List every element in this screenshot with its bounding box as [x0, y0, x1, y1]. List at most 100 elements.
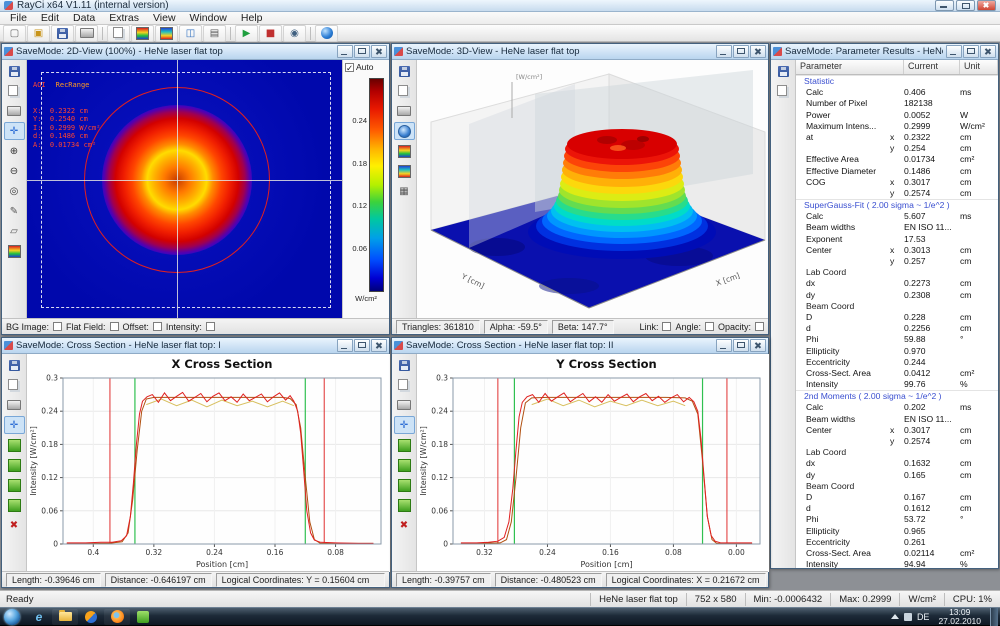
param-row[interactable]: Intensity94.94% [796, 559, 998, 568]
param-row[interactable]: Calc5.607ms [796, 211, 998, 222]
save-icon[interactable] [4, 62, 25, 80]
copy-icon[interactable] [394, 82, 415, 100]
zoom-reset-icon[interactable]: ◎ [4, 182, 25, 200]
param-section-header[interactable]: Statistic [796, 75, 998, 87]
crossy-minimize-button[interactable] [716, 339, 732, 352]
param-row[interactable]: Exponent17.53 [796, 234, 998, 245]
param-group-header[interactable]: Beam Coord [796, 481, 998, 492]
measure-icon[interactable]: ▱ [4, 222, 25, 240]
2d-close-button[interactable] [371, 45, 387, 58]
camera-icon[interactable]: ◉ [283, 25, 306, 42]
print-icon[interactable] [4, 102, 25, 120]
param-row[interactable]: Beam widthsEN ISO 11... [796, 222, 998, 233]
param-row[interactable]: Intensity99.76% [796, 379, 998, 390]
crossx-maximize-button[interactable] [354, 339, 370, 352]
intensity-checkbox[interactable] [206, 322, 215, 331]
link-checkbox[interactable] [662, 322, 671, 331]
param-row[interactable]: y0.257cm [796, 256, 998, 267]
maximize-button[interactable] [956, 0, 975, 11]
print-icon[interactable] [394, 102, 415, 120]
3d-view-icon[interactable] [155, 25, 178, 42]
param-row[interactable]: D0.167cm [796, 492, 998, 503]
marker-d-icon[interactable] [394, 496, 415, 514]
copy-icon[interactable] [4, 376, 25, 394]
start-orb-icon[interactable] [4, 609, 20, 625]
param-row[interactable]: Centerx0.3017cm [796, 425, 998, 436]
crosshair-horizontal[interactable] [27, 180, 342, 181]
2d-minimize-button[interactable] [337, 45, 353, 58]
param-row[interactable]: Phi53.72° [796, 514, 998, 525]
start-capture-icon[interactable]: ▶ [235, 25, 258, 42]
opacity-checkbox[interactable] [755, 322, 764, 331]
param-section-header[interactable]: SuperGauss-Fit ( 2.00 sigma ~ 1/e^2 ) [796, 199, 998, 211]
crossy-close-button[interactable] [750, 339, 766, 352]
column-current[interactable]: Current [904, 60, 960, 74]
param-row[interactable]: Phi59.88° [796, 334, 998, 345]
param-row[interactable]: y0.254cm [796, 143, 998, 154]
param-row[interactable]: Power0.0052W [796, 110, 998, 121]
crossx-title-bar[interactable]: SaveMode: Cross Section - HeNe laser fla… [2, 338, 389, 354]
param-group-header[interactable]: Lab Coord [796, 267, 998, 278]
taskbar-clock[interactable]: 13:09 27.02.2010 [934, 608, 985, 626]
print-icon[interactable] [394, 396, 415, 414]
copy-icon[interactable] [773, 82, 794, 100]
3d-maximize-button[interactable] [733, 45, 749, 58]
2d-beam-image[interactable]: AOIRecRange X: 0.2322 cmY: 0.2540 cmI: 0… [27, 60, 342, 318]
firefox-icon[interactable] [104, 609, 130, 625]
param-row[interactable]: Maximum Intens...0.2999W/cm² [796, 121, 998, 132]
menu-edit[interactable]: Edit [34, 12, 66, 25]
draw-icon[interactable]: ✎ [4, 202, 25, 220]
3d-close-button[interactable] [750, 45, 766, 58]
show-desktop-button[interactable] [990, 608, 998, 626]
tray-status-icon[interactable] [904, 613, 912, 621]
2d-view-icon[interactable] [131, 25, 154, 42]
marker-a-icon[interactable] [4, 436, 25, 454]
stop-capture-icon[interactable]: ■ [259, 25, 282, 42]
param-row[interactable]: Effective Diameter0.1486cm [796, 166, 998, 177]
tray-expand-icon[interactable] [891, 614, 899, 619]
param-row[interactable]: Cross-Sect. Area0.0412cm² [796, 368, 998, 379]
param-row[interactable]: Eccentricity0.261 [796, 537, 998, 548]
wireframe-icon[interactable]: ▦ [394, 182, 415, 200]
param-row[interactable]: dx0.1632cm [796, 458, 998, 469]
param-section-header[interactable]: 2nd Moments ( 2.00 sigma ~ 1/e^2 ) [796, 390, 998, 402]
param-row[interactable]: Ellipticity0.970 [796, 346, 998, 357]
param-maximize-button[interactable] [963, 45, 979, 58]
pan-cross-icon[interactable]: ✛ [394, 416, 415, 434]
param-row[interactable]: COGx0.3017cm [796, 177, 998, 188]
print-icon[interactable] [4, 396, 25, 414]
param-row[interactable]: Centerx0.3013cm [796, 245, 998, 256]
param-row[interactable]: Ellipticity0.965 [796, 526, 998, 537]
marker-a-icon[interactable] [394, 436, 415, 454]
marker-c-icon[interactable] [4, 476, 25, 494]
view-rotate-icon[interactable] [394, 122, 415, 140]
2d-maximize-button[interactable] [354, 45, 370, 58]
param-row[interactable]: dx0.2273cm [796, 278, 998, 289]
texture-icon[interactable] [394, 162, 415, 180]
marker-c-icon[interactable] [394, 476, 415, 494]
save-icon[interactable] [4, 356, 25, 374]
marker-b-icon[interactable] [394, 456, 415, 474]
colormap-icon[interactable] [4, 242, 25, 260]
param-group-header[interactable]: Lab Coord [796, 447, 998, 458]
param-minimize-button[interactable] [946, 45, 962, 58]
menu-data[interactable]: Data [66, 12, 102, 25]
rayci-taskbar-icon[interactable] [130, 609, 156, 625]
parameter-results-icon[interactable]: ▤ [203, 25, 226, 42]
save-icon[interactable] [51, 25, 74, 42]
language-indicator[interactable]: DE [917, 612, 930, 622]
media-player-icon[interactable] [78, 609, 104, 625]
save-icon[interactable] [394, 62, 415, 80]
menu-file[interactable]: File [3, 12, 34, 25]
crossy-maximize-button[interactable] [733, 339, 749, 352]
param-close-button[interactable] [980, 45, 996, 58]
param-row[interactable]: Number of Pixel182138 [796, 98, 998, 109]
param-row[interactable]: Calc0.202ms [796, 402, 998, 413]
new-document-icon[interactable]: ▢ [3, 25, 26, 42]
menu-help[interactable]: Help [234, 12, 270, 25]
auto-scale-checkbox[interactable] [345, 63, 354, 72]
pan-cross-icon[interactable]: ✛ [4, 416, 25, 434]
close-button[interactable] [977, 0, 996, 11]
2d-view-title-bar[interactable]: SaveMode: 2D-View (100%) - HeNe laser fl… [2, 44, 389, 60]
marker-d-icon[interactable] [4, 496, 25, 514]
